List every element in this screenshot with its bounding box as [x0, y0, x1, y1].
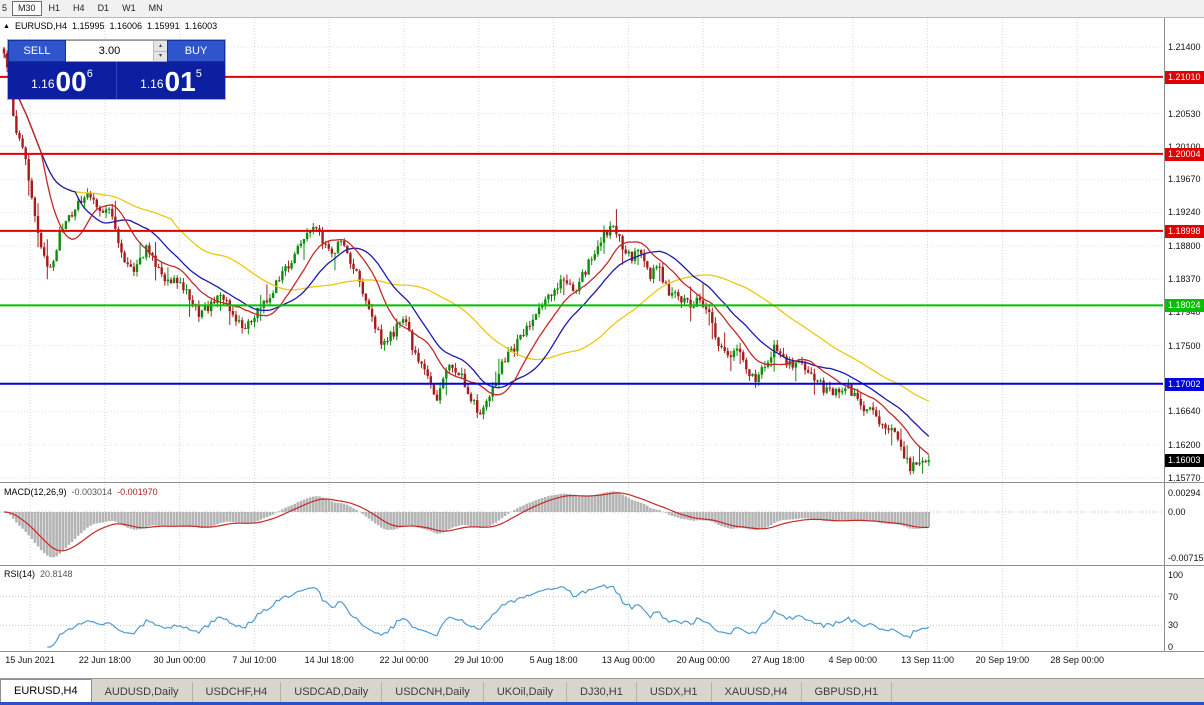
chart-tab-usdx[interactable]: USDX,H1 — [637, 682, 712, 702]
volume-value[interactable]: 3.00 — [98, 45, 121, 57]
volume-down-button[interactable]: ▾ — [154, 51, 167, 61]
timeframe-button-mn[interactable]: MN — [148, 3, 163, 13]
one-click-trading-widget: SELL 3.00 ▴ ▾ BUY 1.16 00 6 1.16 01 5 — [8, 40, 225, 99]
chart-tab-usdchf[interactable]: USDCHF,H4 — [193, 682, 282, 702]
macd-name: MACD(12,26,9) — [4, 487, 67, 497]
ohlc-open: 1.15995 — [71, 21, 105, 31]
bid-price-prefix: 1.16 — [31, 77, 55, 91]
rsi-value: 20.8148 — [40, 569, 73, 579]
timeframe-button-h4[interactable]: H4 — [73, 3, 85, 13]
chart-symbol: EURUSD,H4 — [14, 21, 67, 31]
ask-price-pips: 01 — [164, 66, 196, 97]
chart-tabs-bar: EURUSD,H4 AUDUSD,Daily USDCHF,H4 USDCAD,Dai… — [0, 678, 1204, 702]
ask-price-point: 5 — [195, 68, 202, 80]
timeframe-button-h1[interactable]: H1 — [48, 3, 61, 13]
ohlc-readout: ▲ EURUSD,H4 1.15995 1.16006 1.15991 1.16… — [3, 21, 217, 31]
ohlc-close: 1.16003 — [184, 21, 218, 31]
bid-price[interactable]: 1.16 00 6 — [8, 62, 116, 99]
timeframe-button-5[interactable]: 5 — [2, 3, 8, 13]
chart-tab-xauusd[interactable]: XAUUSD,H4 — [712, 682, 802, 702]
chart-tab-eurusd[interactable]: EURUSD,H4 — [0, 679, 92, 702]
bid-ask-panel: 1.16 00 6 1.16 01 5 — [8, 62, 225, 99]
ohlc-high: 1.16006 — [109, 21, 143, 31]
bid-price-point: 6 — [86, 68, 93, 80]
timeframe-button-d1[interactable]: D1 — [97, 3, 110, 13]
timeframe-button-w1[interactable]: W1 — [122, 3, 136, 13]
rsi-name: RSI(14) — [4, 569, 36, 579]
timeframe-toolbar: 5 M30 H1 H4 D1 W1 MN — [0, 0, 1204, 18]
timeframe-button-m30[interactable]: M30 — [12, 1, 42, 16]
chart-tab-gbpusd[interactable]: GBPUSD,H1 — [802, 682, 893, 702]
chart-tab-audusd[interactable]: AUDUSD,Daily — [92, 682, 193, 702]
bid-price-pips: 00 — [55, 66, 87, 97]
macd-indicator-label: MACD(12,26,9) -0.003014 -0.001970 — [4, 487, 158, 497]
chart-tab-usdcnh[interactable]: USDCNH,Daily — [382, 682, 484, 702]
sell-button[interactable]: SELL — [8, 40, 66, 62]
window-border — [0, 702, 1204, 705]
chart-tab-dj30[interactable]: DJ30,H1 — [567, 682, 637, 702]
chart-tab-ukoil[interactable]: UKOil,Daily — [484, 682, 568, 702]
buy-button[interactable]: BUY — [167, 40, 225, 62]
chart-tab-usdcad[interactable]: USDCAD,Daily — [281, 682, 383, 702]
up-arrow-icon: ▲ — [3, 22, 10, 30]
ohlc-low: 1.15991 — [147, 21, 180, 31]
ask-price[interactable]: 1.16 01 5 — [116, 62, 225, 99]
macd-signal-value: -0.001970 — [117, 487, 158, 497]
volume-spinner: ▴ ▾ — [153, 41, 167, 61]
volume-up-button[interactable]: ▴ — [154, 41, 167, 52]
volume-field[interactable]: 3.00 ▴ ▾ — [66, 40, 167, 62]
macd-value: -0.003014 — [71, 487, 113, 497]
ask-price-prefix: 1.16 — [140, 77, 164, 91]
rsi-indicator-label: RSI(14) 20.8148 — [4, 569, 73, 579]
